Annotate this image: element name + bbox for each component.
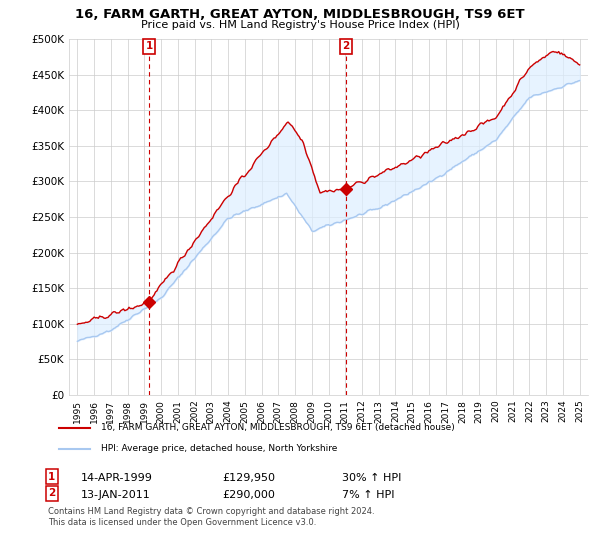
Text: £290,000: £290,000 (222, 490, 275, 500)
Text: 14-APR-1999: 14-APR-1999 (81, 473, 153, 483)
Text: 7% ↑ HPI: 7% ↑ HPI (342, 490, 395, 500)
Text: 1: 1 (48, 472, 55, 482)
Text: 1: 1 (145, 41, 152, 52)
Text: Contains HM Land Registry data © Crown copyright and database right 2024.: Contains HM Land Registry data © Crown c… (48, 507, 374, 516)
Text: 30% ↑ HPI: 30% ↑ HPI (342, 473, 401, 483)
Text: This data is licensed under the Open Government Licence v3.0.: This data is licensed under the Open Gov… (48, 518, 316, 527)
Text: 16, FARM GARTH, GREAT AYTON, MIDDLESBROUGH, TS9 6ET: 16, FARM GARTH, GREAT AYTON, MIDDLESBROU… (75, 8, 525, 21)
Text: 16, FARM GARTH, GREAT AYTON, MIDDLESBROUGH, TS9 6ET (detached house): 16, FARM GARTH, GREAT AYTON, MIDDLESBROU… (101, 423, 455, 432)
Text: 2: 2 (48, 488, 55, 498)
Text: £129,950: £129,950 (222, 473, 275, 483)
Text: Price paid vs. HM Land Registry's House Price Index (HPI): Price paid vs. HM Land Registry's House … (140, 20, 460, 30)
Text: HPI: Average price, detached house, North Yorkshire: HPI: Average price, detached house, Nort… (101, 444, 337, 453)
Text: 2: 2 (342, 41, 350, 52)
Text: 13-JAN-2011: 13-JAN-2011 (81, 490, 151, 500)
